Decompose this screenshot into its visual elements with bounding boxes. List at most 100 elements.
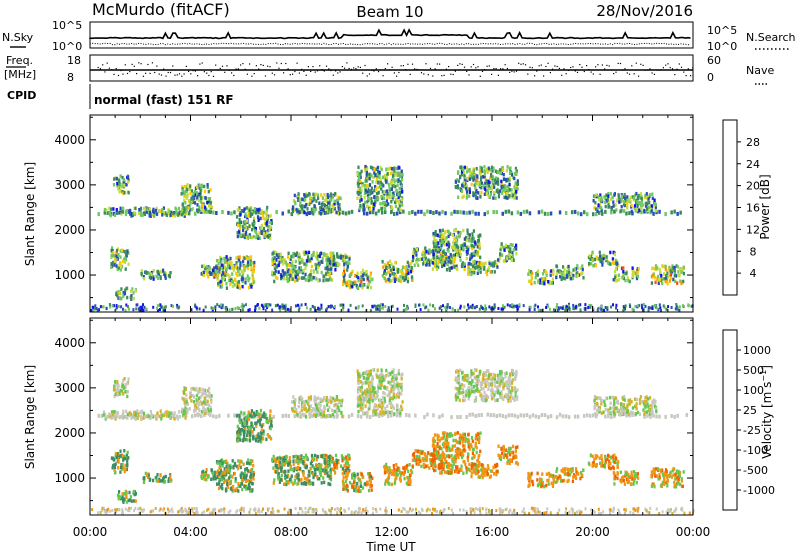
power-cell (298, 306, 301, 310)
power-cell (125, 209, 129, 213)
power-cell (382, 206, 385, 210)
velocity-cell (652, 413, 655, 418)
power-cell (327, 195, 330, 199)
power-cell (570, 271, 573, 276)
power-cell (395, 188, 398, 193)
nave-dot (183, 73, 185, 75)
power-cell (243, 223, 246, 228)
power-cell (217, 259, 220, 263)
velocity-cell (558, 412, 562, 417)
velocity-cell (210, 468, 213, 472)
power-cell (330, 196, 333, 200)
power-cell (312, 192, 315, 197)
nave-dot (283, 72, 285, 74)
power-cell (344, 253, 347, 257)
power-cell (280, 274, 283, 279)
power-cell (199, 188, 202, 193)
power-cell (244, 277, 247, 281)
power-cell (622, 195, 625, 199)
power-cell (628, 198, 632, 202)
power-cell (380, 195, 383, 199)
power-cell (516, 210, 520, 215)
power-cell (474, 194, 477, 198)
power-cell (617, 193, 620, 198)
power-cell (330, 278, 334, 282)
power-cell (466, 247, 470, 252)
velocity-cell (336, 507, 339, 510)
power-cell (342, 305, 345, 309)
power-cell (220, 282, 223, 286)
power-cell (360, 279, 363, 284)
power-cell (362, 204, 365, 208)
power-cell (186, 192, 189, 197)
power-cell (225, 267, 228, 271)
nave-dot (219, 67, 221, 70)
power-cell (505, 177, 508, 182)
velocity-cell (123, 377, 126, 381)
power-cell (459, 244, 462, 248)
velocity-cell (126, 459, 129, 463)
velocity-cell (215, 414, 218, 419)
velocity-cell (244, 479, 247, 483)
power-cell (514, 187, 517, 191)
power-cell (222, 275, 225, 280)
power-cell (617, 263, 620, 268)
power-cell (374, 173, 377, 177)
velocity-cell (522, 413, 526, 418)
power-cell (343, 267, 346, 271)
power-cell (297, 198, 300, 202)
velocity-cell (218, 478, 221, 482)
power-cell (589, 257, 592, 261)
velocity-cell (125, 491, 128, 495)
power-cell (476, 245, 479, 249)
velocity-cell (121, 492, 124, 496)
power-cell (657, 274, 660, 279)
power-cell (477, 191, 480, 195)
power-cell (488, 261, 491, 266)
power-cell (640, 199, 643, 204)
velocity-cell (140, 509, 143, 513)
power-cell (106, 211, 110, 215)
power-cell (369, 191, 372, 195)
power-cell (617, 278, 620, 282)
power-cell (472, 260, 475, 264)
power-cell (189, 184, 192, 188)
power-cell (241, 224, 245, 229)
power-cell (212, 210, 215, 215)
velocity-cell (147, 414, 150, 418)
velocity-cell (649, 506, 652, 510)
velocity-cell (118, 508, 121, 512)
power-cell (354, 280, 357, 284)
power-cell (175, 211, 178, 215)
power-cell (242, 277, 245, 281)
velocity-cell (105, 415, 108, 420)
power-cell (458, 234, 461, 239)
power-cell (284, 308, 287, 312)
velocity-cell (166, 507, 169, 511)
velocity-cell (108, 414, 111, 419)
velocity-cell (114, 470, 117, 475)
velocity-cell (384, 509, 387, 513)
velocity-cell (199, 399, 202, 404)
power-cell (428, 248, 431, 252)
nave-dot (622, 69, 624, 71)
power-cell (433, 243, 436, 248)
noise-right-tick-low: 10^0 (707, 40, 737, 53)
power-cell (222, 265, 225, 270)
power-cell (397, 195, 400, 200)
power-cell (477, 262, 480, 266)
power-cell (143, 305, 146, 309)
power-cell (666, 281, 669, 286)
power-cell (381, 260, 384, 264)
velocity-cell (408, 413, 411, 418)
velocity-cell (609, 511, 612, 515)
power-cell (398, 166, 401, 170)
power-cell (132, 308, 135, 312)
nave-dot (190, 73, 192, 75)
velocity-cell (522, 507, 525, 511)
velocity-cell (126, 416, 129, 420)
velocity-cell (410, 509, 413, 513)
nave-dot (450, 73, 452, 75)
power-cell (536, 273, 539, 277)
power-cell (375, 180, 378, 184)
